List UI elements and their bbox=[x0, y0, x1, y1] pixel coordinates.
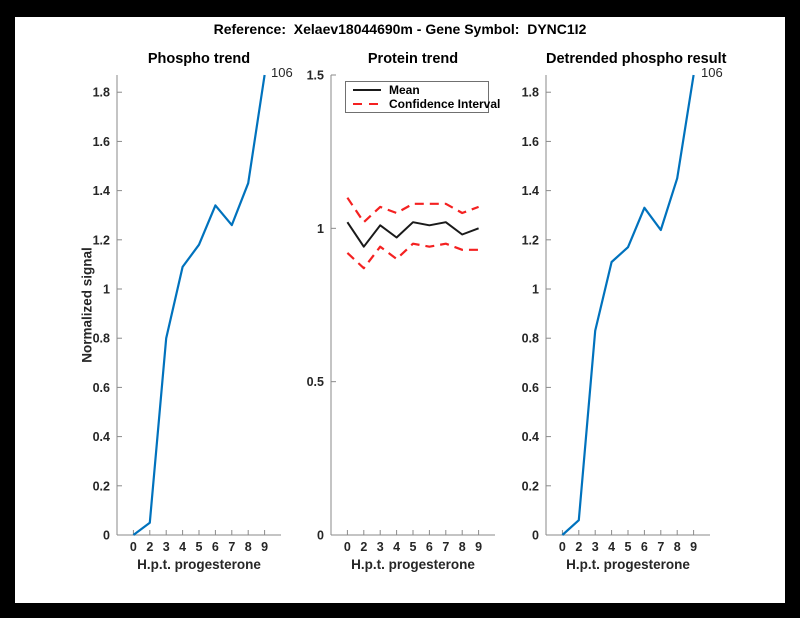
matlab-figure: Reference: Xelaev18044690m - Gene Symbol… bbox=[15, 17, 785, 603]
detrended-end-value-label: 106 bbox=[701, 65, 723, 80]
y-tick-label: 0.8 bbox=[522, 332, 539, 346]
phospho-signal-line bbox=[132, 74, 266, 536]
y-tick-label: 1.2 bbox=[522, 233, 539, 247]
x-tick-label: 0 bbox=[559, 540, 566, 554]
x-tick-label: 5 bbox=[196, 540, 203, 554]
x-tick-label: 4 bbox=[393, 540, 400, 554]
legend-box: Mean Confidence Interval bbox=[345, 81, 500, 113]
x-axis-label-3: H.p.t. progesterone bbox=[566, 557, 690, 572]
detrended-phospho-signal-line bbox=[561, 74, 695, 536]
confidence-interval-line-sample bbox=[353, 103, 381, 105]
mean-line-sample bbox=[353, 89, 381, 91]
x-tick-label: 5 bbox=[410, 540, 417, 554]
y-tick-label: 1 bbox=[532, 283, 539, 297]
plots-canvas: 00.20.40.60.811.21.41.61.80 2 3 4 5 6 7 8 900.51… bbox=[93, 69, 710, 554]
x-tick-label: 6 bbox=[641, 540, 648, 554]
ci-lower-line bbox=[346, 242, 479, 270]
figure-title: Reference: Xelaev18044690m - Gene Symbol… bbox=[213, 21, 587, 37]
x-tick-label: 2 bbox=[146, 540, 153, 554]
x-tick-label: 7 bbox=[228, 540, 235, 554]
y-tick-label: 0.2 bbox=[93, 479, 110, 493]
x-tick-label: 9 bbox=[475, 540, 482, 554]
y-tick-label: 1.6 bbox=[93, 135, 110, 149]
chart-2: 00.20.40.60.811.21.41.61.80 2 3 4 5 6 7 8 9 bbox=[522, 74, 710, 554]
x-tick-label: 3 bbox=[163, 540, 170, 554]
y-tick-label: 1.2 bbox=[93, 233, 110, 247]
protein-trend-title: Protein trend bbox=[367, 51, 459, 67]
y-tick-label: 1.4 bbox=[93, 184, 110, 198]
y-tick-label: 0.4 bbox=[93, 430, 110, 444]
legend-label-ci: Confidence Interval bbox=[389, 97, 501, 111]
y-tick-label: 1 bbox=[103, 283, 110, 297]
x-tick-label: 8 bbox=[674, 540, 681, 554]
y-tick-label: 1 bbox=[317, 222, 324, 236]
phospho-trend-title: Phospho trend bbox=[147, 51, 251, 67]
x-tick-label: 9 bbox=[261, 540, 268, 554]
ci-upper-line bbox=[346, 197, 479, 224]
y-axis-label: Normalized signal bbox=[79, 247, 95, 363]
y-tick-label: 1.4 bbox=[522, 184, 539, 198]
x-tick-label: 3 bbox=[592, 540, 599, 554]
y-tick-label: 1.6 bbox=[522, 135, 539, 149]
legend-entry-mean: Mean bbox=[346, 83, 488, 97]
y-tick-label: 0 bbox=[532, 529, 539, 543]
x-tick-label: 4 bbox=[608, 540, 615, 554]
x-tick-label: 6 bbox=[426, 540, 433, 554]
x-tick-label: 3 bbox=[377, 540, 384, 554]
legend-entry-ci: Confidence Interval bbox=[346, 97, 500, 111]
x-tick-label: 8 bbox=[459, 540, 466, 554]
x-tick-label: 7 bbox=[442, 540, 449, 554]
x-tick-label: 0 bbox=[344, 540, 351, 554]
x-tick-label: 6 bbox=[212, 540, 219, 554]
legend-label-mean: Mean bbox=[389, 83, 420, 97]
y-tick-label: 0.6 bbox=[93, 381, 110, 395]
y-tick-label: 0.5 bbox=[307, 375, 324, 389]
chart-1: 00.511.50 2 3 4 5 6 7 8 9 bbox=[307, 69, 495, 554]
chart-0: 00.20.40.60.811.21.41.61.80 2 3 4 5 6 7 8 9 bbox=[93, 74, 281, 554]
y-tick-label: 0.2 bbox=[522, 479, 539, 493]
y-tick-label: 0.4 bbox=[522, 430, 539, 444]
y-tick-label: 1.8 bbox=[522, 86, 539, 100]
protein-mean-line bbox=[346, 221, 479, 248]
x-tick-label: 2 bbox=[360, 540, 367, 554]
y-tick-label: 1.8 bbox=[93, 86, 110, 100]
y-tick-label: 0 bbox=[317, 529, 324, 543]
x-tick-label: 8 bbox=[245, 540, 252, 554]
y-tick-label: 0.8 bbox=[93, 332, 110, 346]
x-tick-label: 5 bbox=[625, 540, 632, 554]
x-axis-label-2: H.p.t. progesterone bbox=[351, 557, 475, 572]
x-tick-label: 9 bbox=[690, 540, 697, 554]
y-tick-label: 0.6 bbox=[522, 381, 539, 395]
x-axis-label-1: H.p.t. progesterone bbox=[137, 557, 261, 572]
detrended-phospho-title: Detrended phospho result bbox=[546, 51, 727, 67]
x-tick-label: 7 bbox=[657, 540, 664, 554]
x-tick-label: 0 bbox=[130, 540, 137, 554]
x-tick-label: 4 bbox=[179, 540, 186, 554]
y-tick-label: 0 bbox=[103, 529, 110, 543]
y-tick-label: 1.5 bbox=[307, 69, 324, 83]
x-tick-label: 2 bbox=[575, 540, 582, 554]
phospho-end-value-label: 106 bbox=[271, 65, 293, 80]
